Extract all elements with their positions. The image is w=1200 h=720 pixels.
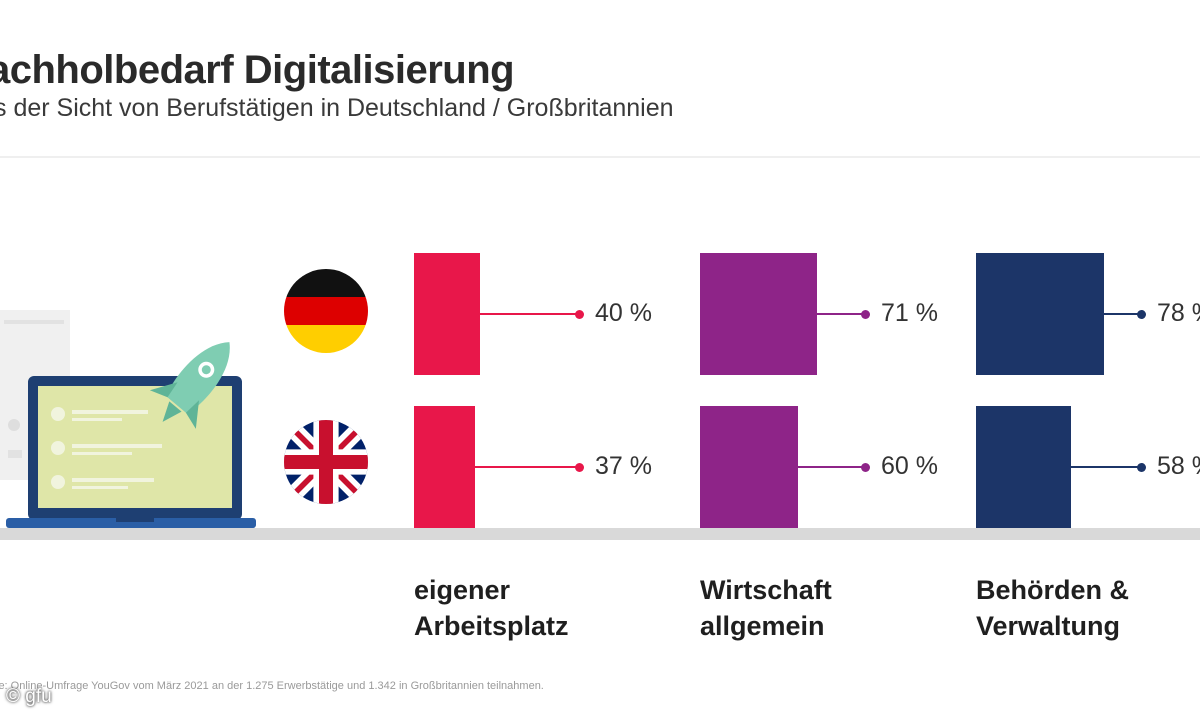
chart-title: achholbedarf Digitalisierung [0,48,515,92]
chart-subtitle: s der Sicht von Berufstätigen in Deutsch… [0,94,674,122]
category-label-line: Behörden & [976,575,1130,605]
category-label-line: allgemein [700,611,825,641]
value-label-deutschland-allgemein: 71 % [881,299,938,327]
leader-line-deutschland-arbeitsplatz [480,313,579,315]
category-label-behoerden-verwaltung: Behörden & Verwaltung [976,572,1129,644]
chart-baseline [0,528,1200,540]
dot-deutschland-verwaltung [1137,310,1146,319]
header-divider [0,156,1200,158]
germany-flag-icon [284,269,368,353]
leader-line-gro-britannien-verwaltung [1071,466,1141,468]
image-credit: © gfu [6,686,52,707]
value-label-gro-britannien-arbeitsplatz: 37 % [595,452,652,480]
dot-gro-britannien-arbeitsplatz [575,463,584,472]
category-label-eigener-arbeitsplatz: eigener Arbeitsplatz [414,572,569,644]
dot-gro-britannien-verwaltung [1137,463,1146,472]
value-label-gro-britannien-verwaltung: 58 % [1157,452,1200,480]
bar-deutschland-verwaltung [976,253,1104,375]
category-label-line: Verwaltung [976,611,1121,641]
value-label-gro-britannien-allgemein: 60 % [881,452,938,480]
dot-gro-britannien-allgemein [861,463,870,472]
bar-deutschland-allgemein [700,253,817,375]
category-label-line: Wirtschaft [700,575,832,605]
source-note: le: Online-Umfrage YouGov vom März 2021 … [0,680,544,692]
bar-gro-britannien-arbeitsplatz [414,406,475,528]
uk-flag-icon [284,420,368,504]
category-label-wirtschaft-allgemein: Wirtschaft allgemein [700,572,832,644]
dot-deutschland-arbeitsplatz [575,310,584,319]
category-label-line: Arbeitsplatz [414,611,569,641]
leader-line-deutschland-allgemein [817,313,865,315]
dot-deutschland-allgemein [861,310,870,319]
leader-line-gro-britannien-allgemein [798,466,865,468]
value-label-deutschland-verwaltung: 78 % [1157,299,1200,327]
leader-line-gro-britannien-arbeitsplatz [475,466,579,468]
bar-deutschland-arbeitsplatz [414,253,480,375]
value-label-deutschland-arbeitsplatz: 40 % [595,299,652,327]
category-label-line: eigener [414,575,511,605]
leader-line-deutschland-verwaltung [1104,313,1141,315]
bar-gro-britannien-verwaltung [976,406,1071,528]
laptop-rocket-illustration [0,310,256,528]
bar-gro-britannien-allgemein [700,406,798,528]
